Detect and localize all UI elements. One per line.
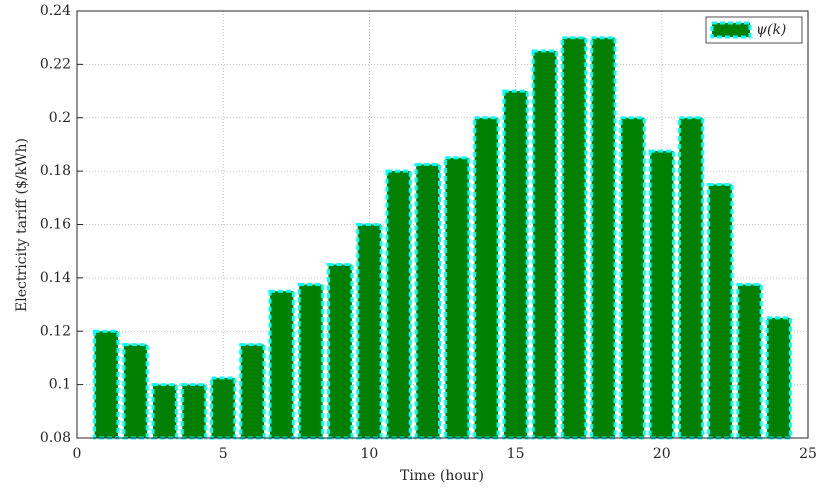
x-tick-label: 15	[507, 446, 525, 462]
bar	[326, 263, 354, 440]
y-tick-label: 0.1	[49, 377, 71, 393]
bar	[151, 383, 178, 440]
x-tick-label: 5	[219, 446, 228, 462]
y-axis-label: Electricity tariff ($/kWh)	[14, 138, 30, 312]
bar	[122, 343, 149, 440]
bar	[356, 223, 383, 440]
bar	[619, 116, 646, 440]
bar	[707, 182, 734, 440]
bar	[590, 36, 617, 440]
bar	[736, 283, 763, 440]
bar	[531, 49, 559, 440]
bar	[180, 383, 208, 440]
y-tick-label: 0.14	[40, 270, 71, 286]
legend-label: ψ(k)	[756, 22, 786, 38]
y-tick-label: 0.24	[40, 3, 71, 19]
bar	[648, 149, 675, 440]
bar	[93, 329, 120, 440]
bar	[677, 116, 705, 440]
legend: ψ(k)	[705, 16, 803, 44]
bar	[473, 116, 500, 440]
x-tick-label: 10	[360, 446, 378, 462]
bar	[765, 316, 792, 440]
bar	[268, 289, 295, 440]
plot-frame	[76, 10, 809, 439]
x-axis-label: Time (hour)	[400, 468, 484, 484]
bar	[210, 376, 237, 440]
bar	[385, 169, 412, 440]
bar	[297, 283, 325, 440]
bar	[414, 162, 442, 440]
x-tick-label: 0	[73, 446, 82, 462]
y-tick-label: 0.12	[40, 323, 71, 339]
y-tick-label: 0.22	[40, 56, 71, 72]
bar	[443, 156, 471, 440]
bar	[560, 36, 588, 440]
x-tick-label: 20	[653, 446, 671, 462]
bar	[502, 89, 529, 440]
legend-swatch	[710, 21, 752, 39]
y-tick-label: 0.08	[40, 430, 71, 446]
y-tick-label: 0.2	[49, 110, 71, 126]
bar	[239, 343, 266, 440]
y-tick-label: 0.18	[40, 163, 71, 179]
y-tick-label: 0.16	[40, 217, 71, 233]
x-tick-label: 25	[799, 446, 817, 462]
